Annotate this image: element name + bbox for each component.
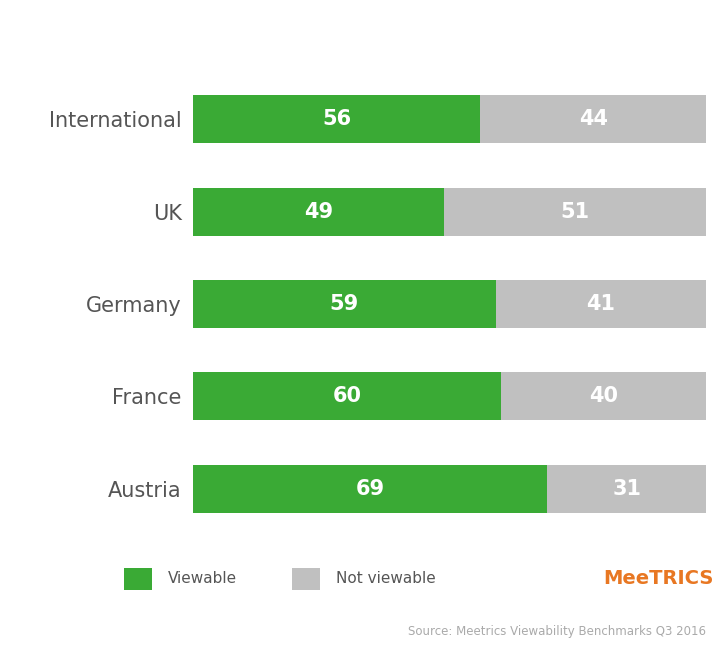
Text: Viewability of Display Ads in %: Viewability of Display Ads in % — [22, 35, 505, 63]
Bar — [496, 280, 706, 328]
Text: 56: 56 — [322, 109, 351, 129]
Bar — [193, 372, 501, 421]
Text: 51: 51 — [561, 202, 590, 222]
Text: Not viewable: Not viewable — [336, 572, 436, 586]
Text: 41: 41 — [587, 294, 615, 314]
Text: 69: 69 — [355, 479, 384, 499]
Bar — [193, 280, 496, 328]
Bar — [480, 95, 706, 143]
Bar — [193, 188, 444, 236]
Text: 40: 40 — [589, 387, 618, 406]
Text: 31: 31 — [612, 479, 641, 499]
Text: Viewable: Viewable — [168, 572, 237, 586]
Bar — [292, 568, 320, 590]
Bar — [547, 465, 706, 513]
Bar — [501, 372, 706, 421]
Bar — [193, 465, 547, 513]
Text: 60: 60 — [333, 387, 361, 406]
Bar — [193, 95, 480, 143]
Bar — [124, 568, 152, 590]
Text: 44: 44 — [579, 109, 608, 129]
Text: Source: Meetrics Viewability Benchmarks Q3 2016: Source: Meetrics Viewability Benchmarks … — [408, 625, 706, 638]
Text: MeeTRICS: MeeTRICS — [603, 569, 713, 589]
Text: 49: 49 — [304, 202, 333, 222]
Bar — [444, 188, 706, 236]
Text: 59: 59 — [330, 294, 359, 314]
